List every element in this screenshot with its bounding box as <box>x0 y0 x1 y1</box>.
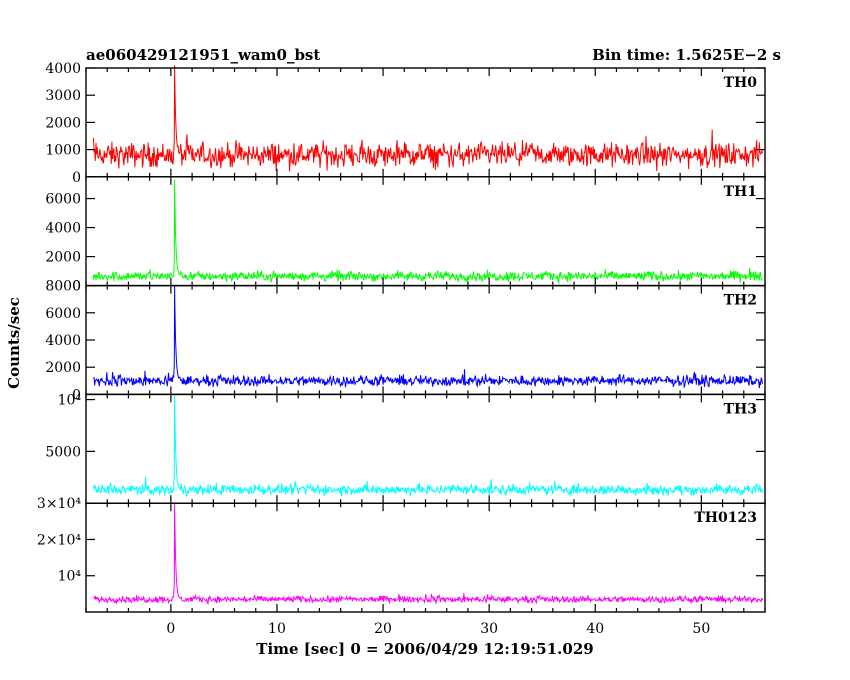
x-tick-label: 0 <box>166 621 175 637</box>
y-tick-label: 10⁴ <box>58 393 82 409</box>
y-tick-label: 4000 <box>45 61 81 77</box>
y-tick-label: 0 <box>72 279 81 295</box>
x-tick-label: 50 <box>692 621 710 637</box>
y-axis-label: Counts/sec <box>5 297 23 389</box>
x-axis-label: Time [sec] 0 = 2006/04/29 12:19:51.029 <box>256 640 593 658</box>
series-th3-line <box>92 394 763 498</box>
y-tick-label: 0 <box>72 170 81 186</box>
y-tick-label: 0 <box>72 387 81 403</box>
panel-name-th0: TH0 <box>724 75 758 91</box>
panel-th3: 5000 10⁴ TH3 <box>45 393 766 504</box>
y-tick-label: 4000 <box>45 333 81 349</box>
panel-frame <box>85 176 766 287</box>
series-th0123-line <box>93 503 763 606</box>
y-tick-label: 8000 <box>45 279 81 295</box>
panel-th2: 0 2000 4000 6000 8000 TH2 <box>45 279 766 403</box>
y-tick-label: 3000 <box>45 88 81 104</box>
y-tick-label: 2×10⁴ <box>37 532 81 548</box>
x-tick-label: 20 <box>374 621 392 637</box>
y-tick-label: 1000 <box>45 143 81 159</box>
y-tick-label: 10⁴ <box>58 569 82 585</box>
x-tick-label: 10 <box>268 621 286 637</box>
panel-th0123: 10⁴ 2×10⁴ 3×10⁴ TH0123 <box>37 496 766 613</box>
y-tick-label: 4000 <box>45 221 81 237</box>
panel-name-th0123: TH0123 <box>694 510 757 526</box>
y-tick-label: 5000 <box>45 444 81 460</box>
panel-name-th3: TH3 <box>724 401 757 417</box>
panel-name-th2: TH2 <box>724 293 757 309</box>
observation-id-title: ae060429121951_wam0_bst <box>86 46 320 64</box>
series-th1-line <box>92 179 763 285</box>
y-tick-label: 2000 <box>45 250 81 266</box>
bin-time-label: Bin time: 1.5625E−2 s <box>592 46 781 64</box>
y-tick-label: 3×10⁴ <box>37 496 81 512</box>
y-tick-label: 6000 <box>45 192 81 208</box>
panel-th0: 0 1000 2000 3000 4000 TH0 <box>45 61 766 186</box>
y-tick-label: 2000 <box>45 360 81 376</box>
series-th2-line <box>92 285 763 389</box>
series-th0-line <box>92 65 763 172</box>
panel-frame <box>85 393 766 504</box>
y-tick-label: 6000 <box>45 306 81 322</box>
y-tick-label: 2000 <box>45 115 81 131</box>
x-tick-label: 30 <box>480 621 498 637</box>
x-tick-label: 40 <box>586 621 604 637</box>
panel-th1: 0 2000 4000 6000 TH1 <box>45 176 766 295</box>
panel-name-th1: TH1 <box>724 184 757 200</box>
